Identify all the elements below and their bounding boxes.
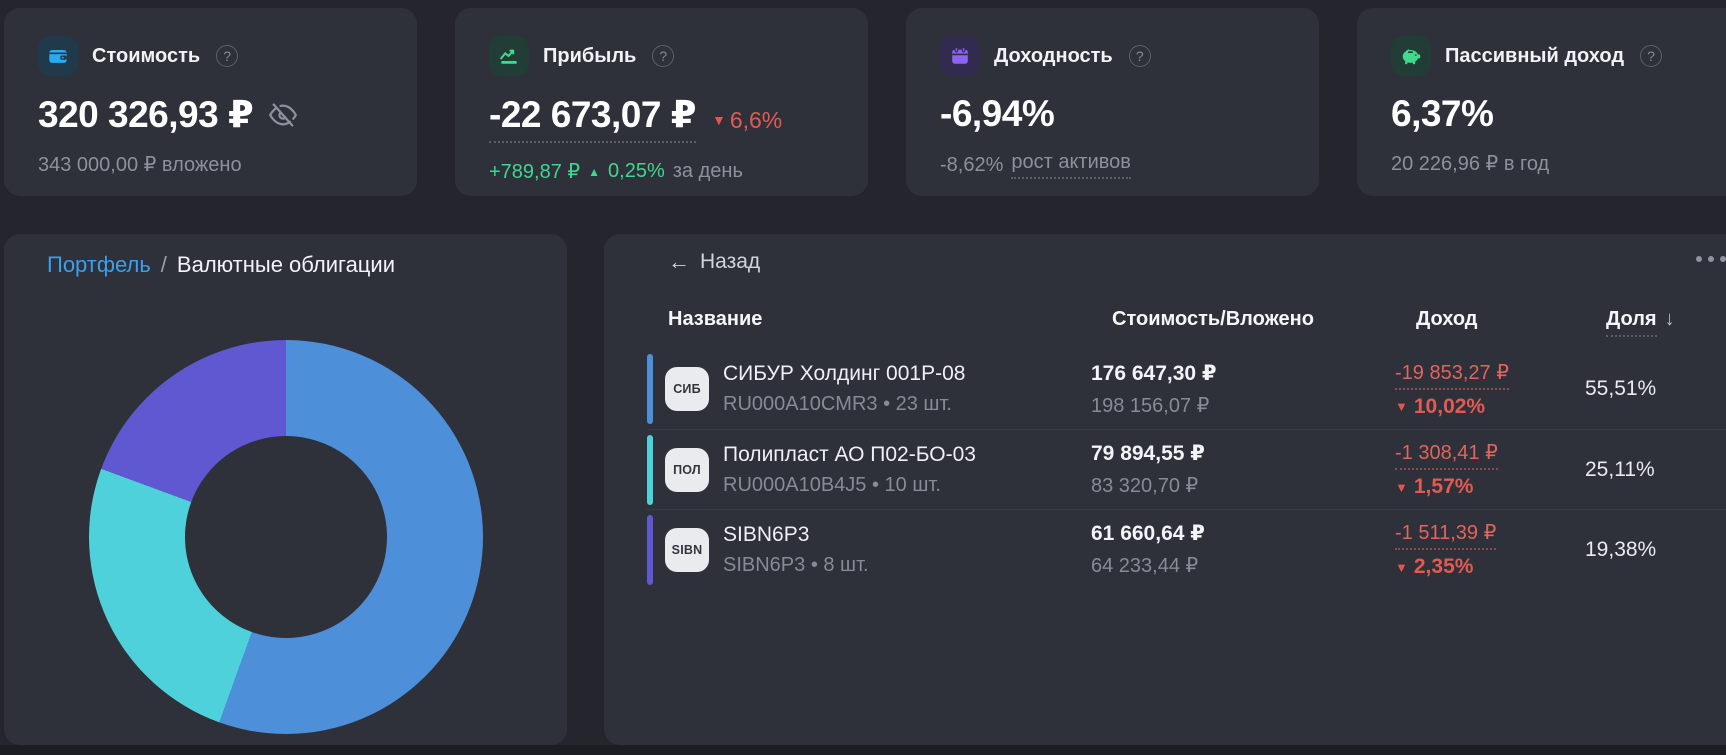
- holding-value: 61 660,64 ₽: [1091, 522, 1205, 545]
- help-icon[interactable]: ?: [652, 45, 675, 67]
- passive-income-year: 20 226,96 ₽ в год: [1391, 153, 1550, 175]
- chart-icon: [489, 36, 529, 76]
- stat-cards-row: Стоимость ? 320 326,93 ₽ 343 000,00 ₽ вл…: [4, 8, 1726, 196]
- back-arrow-icon: ←: [668, 249, 690, 274]
- holding-income[interactable]: -1 308,41 ₽: [1395, 440, 1498, 470]
- table-header: Название Стоимость/Вложено Доход Доля ↓: [668, 308, 1726, 337]
- help-icon[interactable]: ?: [1640, 45, 1663, 67]
- holding-value: 176 647,30 ₽: [1091, 361, 1217, 385]
- portfolio-total-value: 320 326,93 ₽: [38, 94, 254, 135]
- eye-off-icon[interactable]: [269, 101, 298, 129]
- holding-invested: 83 320,70 ₽: [1091, 475, 1199, 497]
- sort-desc-icon: ↓: [1664, 308, 1675, 330]
- stat-card-passive-income: Пассивный доход ? 6,37% 20 226,96 ₽ в го…: [1357, 8, 1726, 196]
- holding-name: СИБУР Холдинг 001Р-08: [723, 362, 966, 385]
- holding-meta: SIBN6P3 • 8 шт.: [723, 553, 869, 576]
- triangle-down-icon: ▼: [1395, 479, 1408, 495]
- holding-name: Полипласт АО П02-БО-03: [723, 442, 976, 466]
- breadcrumb-portfolio-link[interactable]: Портфель: [47, 252, 151, 277]
- triangle-down-icon: ▼: [1395, 399, 1408, 414]
- holding-row[interactable]: SIBN SIBN6P3 SIBN6P3 • 8 шт. 61 660,64 ₽…: [647, 509, 1726, 589]
- column-share-sort[interactable]: Доля ↓: [1606, 308, 1726, 337]
- holding-meta: RU000A10CMR3 • 23 шт.: [723, 393, 952, 415]
- card-title: Пассивный доход: [1445, 44, 1625, 67]
- breadcrumb-separator: /: [160, 252, 167, 277]
- stat-card-yield: Доходность ? -6,94% -8,62% рост активов: [906, 8, 1319, 196]
- accent-bar: [647, 354, 653, 424]
- accent-bar: [647, 514, 653, 585]
- ticker-badge: СИБ: [665, 367, 709, 411]
- wallet-icon: [38, 36, 78, 76]
- breadcrumb-current: Валютные облигации: [176, 252, 395, 277]
- holding-name: SIBN6P3: [723, 522, 810, 546]
- holding-row[interactable]: СИБ СИБУР Холдинг 001Р-08 RU000A10CMR3 •…: [647, 349, 1726, 429]
- stat-card-profit: Прибыль ? -22 673,07 ₽ ▼ 6,6% +789,87 ₽ …: [455, 8, 868, 196]
- holding-row[interactable]: ПОЛ Полипласт АО П02-БО-03 RU000A10B4J5 …: [647, 429, 1726, 509]
- assets-growth: -8,62% рост активов: [940, 151, 1285, 179]
- yield-value: -6,94%: [940, 93, 1055, 134]
- help-icon[interactable]: ?: [1128, 45, 1151, 67]
- holding-value: 79 894,55 ₽: [1091, 442, 1205, 465]
- invested-amount: 343 000,00 ₽ вложено: [38, 154, 242, 176]
- holding-income-pct: ▼ 10,02%: [1395, 394, 1486, 418]
- holding-income[interactable]: -1 511,39 ₽: [1395, 520, 1497, 550]
- holdings-list: СИБ СИБУР Холдинг 001Р-08 RU000A10CMR3 •…: [647, 349, 1726, 589]
- card-title: Прибыль: [543, 44, 637, 67]
- triangle-down-icon: ▼: [1395, 559, 1408, 575]
- holding-invested: 198 156,07 ₽: [1091, 394, 1210, 417]
- holding-meta: RU000A10B4J5 • 10 шт.: [723, 473, 941, 496]
- page-bottom-strip: [0, 745, 1726, 755]
- holding-share: 19,38%: [1585, 537, 1657, 561]
- column-name: Название: [668, 308, 763, 330]
- portfolio-panel: Портфель / Валютные облигации: [4, 234, 567, 745]
- holding-income[interactable]: -19 853,27 ₽: [1395, 360, 1509, 390]
- triangle-down-icon: ▼: [711, 112, 726, 128]
- card-title: Доходность: [994, 44, 1113, 67]
- passive-income-value: 6,37%: [1391, 93, 1494, 134]
- column-income: Доход: [1416, 308, 1478, 330]
- help-icon[interactable]: ?: [216, 45, 239, 67]
- holding-share: 25,11%: [1585, 457, 1655, 481]
- more-menu-button[interactable]: [1690, 250, 1726, 268]
- column-value: Стоимость/Вложено: [1112, 308, 1314, 330]
- profit-value[interactable]: -22 673,07 ₽: [489, 93, 696, 143]
- ticker-badge: SIBN: [665, 527, 709, 572]
- holding-income-pct: ▼ 2,35%: [1395, 555, 1474, 578]
- piggy-bank-icon: [1391, 36, 1431, 76]
- holding-share: 55,51%: [1585, 377, 1657, 400]
- accent-bar: [647, 434, 653, 505]
- stat-card-value: Стоимость ? 320 326,93 ₽ 343 000,00 ₽ вл…: [4, 8, 417, 196]
- profit-day-change: +789,87 ₽ ▲ 0,25% за день: [489, 160, 743, 183]
- assets-growth-link[interactable]: рост активов: [1011, 151, 1131, 179]
- back-button[interactable]: ← Назад: [668, 249, 761, 274]
- breadcrumb: Портфель / Валютные облигации: [47, 252, 567, 278]
- ticker-badge: ПОЛ: [665, 447, 709, 492]
- holding-income-pct: ▼ 1,57%: [1395, 475, 1474, 498]
- triangle-up-icon: ▲: [588, 164, 601, 179]
- profit-delta: ▼ 6,6%: [711, 106, 783, 133]
- holding-invested: 64 233,44 ₽: [1091, 555, 1199, 577]
- holdings-panel: ← Назад Название Стоимость/Вложено Доход…: [604, 234, 1726, 745]
- card-title: Стоимость: [92, 44, 201, 67]
- calendar-icon: [940, 36, 980, 76]
- allocation-donut-chart[interactable]: [89, 340, 483, 734]
